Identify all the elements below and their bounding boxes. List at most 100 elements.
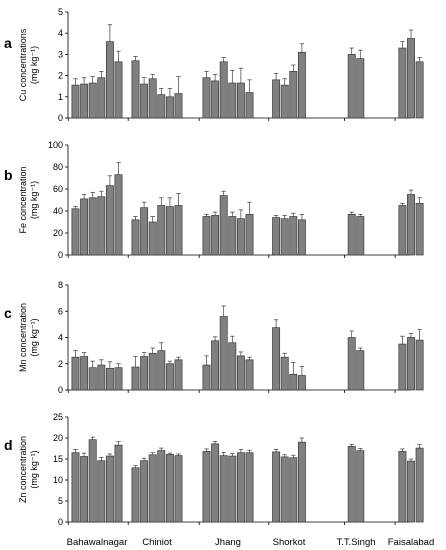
bar xyxy=(211,340,220,391)
bar xyxy=(347,54,356,119)
bar xyxy=(289,373,298,391)
y-tick-label: 0 xyxy=(58,517,63,527)
bar xyxy=(219,455,228,523)
bar xyxy=(272,327,281,391)
y-tick-label: 4 xyxy=(58,28,63,38)
bar xyxy=(157,350,166,391)
bar xyxy=(202,77,211,119)
bar xyxy=(356,58,365,119)
bar xyxy=(105,455,114,523)
bar xyxy=(140,356,149,391)
y-tick-label: 0 xyxy=(58,250,63,260)
bar xyxy=(114,61,123,119)
bar xyxy=(407,337,415,391)
panel-d: d Zn concentration (mg kg⁻¹) 0 5 10 15 20 25 Baha… xyxy=(4,412,434,548)
bar xyxy=(71,356,80,391)
category-label: Bahawalnagar xyxy=(67,537,128,548)
bar xyxy=(236,452,245,523)
bar xyxy=(297,219,306,256)
bar xyxy=(245,452,254,523)
y-tick-label: 2 xyxy=(58,71,63,81)
bar xyxy=(88,197,97,256)
bar xyxy=(148,454,157,523)
bar xyxy=(88,82,97,119)
bar xyxy=(236,82,245,119)
y-tick-label: 60 xyxy=(53,184,63,194)
bar xyxy=(236,355,245,391)
bar xyxy=(398,205,407,256)
bar xyxy=(219,316,228,391)
bar xyxy=(140,83,149,119)
bar xyxy=(165,96,174,119)
bar xyxy=(97,77,106,119)
bar xyxy=(165,454,174,523)
bar xyxy=(297,51,306,119)
bar xyxy=(148,221,157,256)
y-tick-label: 0 xyxy=(58,113,63,123)
bar xyxy=(174,93,183,119)
bar xyxy=(71,208,80,256)
bar xyxy=(272,217,281,256)
bar xyxy=(131,366,140,391)
bar xyxy=(140,207,149,256)
bar xyxy=(245,92,254,119)
bar xyxy=(297,441,306,523)
bar xyxy=(398,47,407,119)
y-axis-unit: (mg kg⁻¹) xyxy=(29,450,39,488)
y-tick-label: 20 xyxy=(53,433,63,443)
y-tick-label: 25 xyxy=(53,412,63,422)
bar xyxy=(202,364,211,391)
category-label: Faisalabad xyxy=(388,537,434,548)
bar xyxy=(97,196,106,256)
y-tick-label: 0 xyxy=(58,385,63,395)
bar xyxy=(407,460,415,523)
bar xyxy=(245,359,254,391)
bar xyxy=(80,456,89,523)
y-tick-label: 2 xyxy=(58,359,63,369)
bar xyxy=(157,450,166,523)
bar xyxy=(174,455,183,523)
bar xyxy=(105,41,114,119)
category-label: Chiniot xyxy=(142,537,172,548)
bar xyxy=(211,215,220,256)
bar xyxy=(236,218,245,256)
bar xyxy=(280,218,289,256)
bar xyxy=(114,444,123,523)
y-tick-label: 15 xyxy=(53,454,63,464)
bar xyxy=(140,460,149,523)
y-tick-label: 8 xyxy=(58,280,63,290)
bar xyxy=(228,82,237,119)
bar xyxy=(105,367,114,391)
y-tick-label: 1 xyxy=(58,92,63,102)
y-tick-label: 20 xyxy=(53,228,63,238)
category-label: Shorkot xyxy=(273,537,306,548)
category-label: T.T.Singh xyxy=(336,537,375,548)
bar xyxy=(88,439,97,523)
y-axis-unit: (mg kg⁻¹) xyxy=(29,181,39,219)
bar xyxy=(202,216,211,256)
bar xyxy=(174,359,183,391)
bar xyxy=(157,94,166,119)
bar xyxy=(289,71,298,119)
bar xyxy=(415,447,424,523)
y-tick-label: 100 xyxy=(48,140,63,150)
bar xyxy=(280,456,289,523)
panel-letter: a xyxy=(4,35,12,51)
panel-letter: c xyxy=(4,305,12,321)
bar xyxy=(202,451,211,523)
bar xyxy=(347,213,356,256)
bar xyxy=(174,205,183,256)
panel-letter: b xyxy=(4,167,13,183)
bar xyxy=(131,60,140,119)
bar xyxy=(407,194,415,256)
bar xyxy=(114,174,123,256)
category-label: Jhang xyxy=(215,537,241,548)
y-axis-label: Cu concentrations xyxy=(18,28,28,101)
y-tick-label: 10 xyxy=(53,475,63,485)
bar xyxy=(415,339,424,391)
bar xyxy=(347,337,356,391)
panel-letter: d xyxy=(4,437,13,453)
y-tick-label: 80 xyxy=(53,162,63,172)
